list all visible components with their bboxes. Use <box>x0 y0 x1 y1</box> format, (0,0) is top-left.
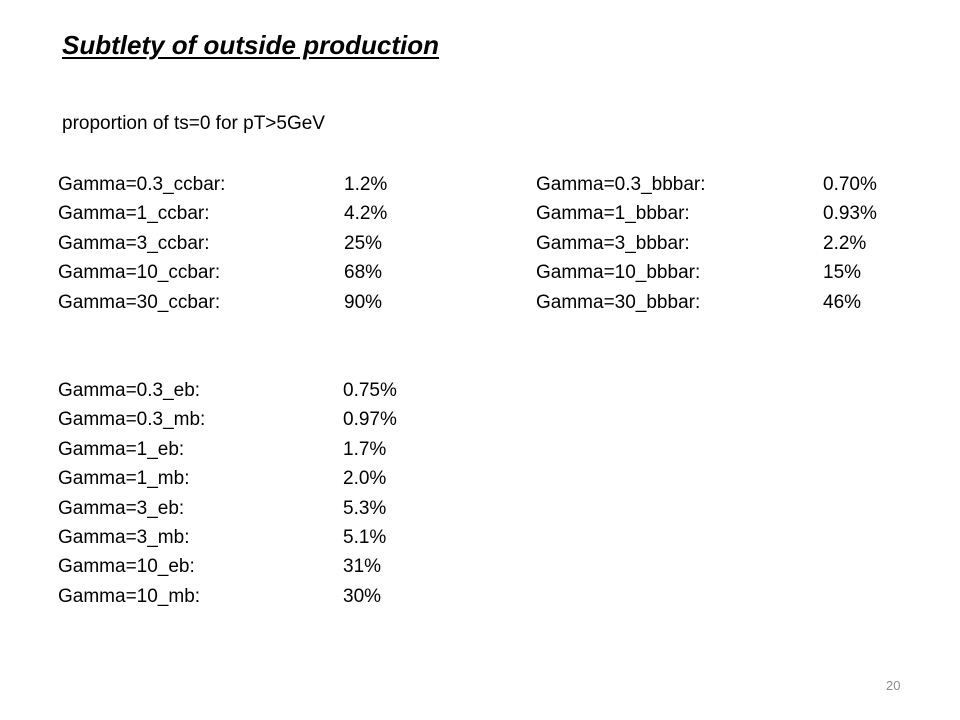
eb-mb-value: 1.7% <box>343 438 387 460</box>
ccbar-label: Gamma=1_ccbar: <box>58 203 210 225</box>
eb-mb-value: 5.1% <box>343 526 387 548</box>
eb-mb-label: Gamma=10_mb: <box>58 585 201 607</box>
bbbar-label: Gamma=0.3_bbbar: <box>536 174 706 195</box>
ccbar-label: Gamma=3_ccbar: <box>58 232 210 254</box>
eb-mb-label: Gamma=0.3_mb: <box>58 409 206 431</box>
ccbar-value: 4.2% <box>344 203 388 225</box>
page-number: 20 <box>886 678 901 693</box>
eb-mb-label: Gamma=3_eb: <box>58 497 185 519</box>
eb-mb-value: 5.3% <box>343 497 387 519</box>
bbbar-value: 46% <box>823 291 862 313</box>
eb-mb-label: Gamma=3_mb: <box>58 526 190 548</box>
ccbar-value: 1.2% <box>344 174 388 195</box>
ccbar-value: 25% <box>344 232 383 254</box>
eb-mb-label: Gamma=10_eb: <box>58 556 195 578</box>
bbbar-label: Gamma=3_bbbar: <box>536 232 690 254</box>
eb-mb-value: 0.97% <box>343 409 397 431</box>
ccbar-label: Gamma=30_ccbar: <box>58 291 221 313</box>
bbbar-value: 0.70% <box>823 174 877 195</box>
ccbar-value: 90% <box>344 291 383 313</box>
ccbar-value: 68% <box>344 262 383 284</box>
slide-subtitle: proportion of ts=0 for pT>5GeV <box>62 113 325 134</box>
ccbar-label: Gamma=0.3_ccbar: <box>58 174 226 195</box>
bbbar-value: 2.2% <box>823 232 867 254</box>
ccbar-label: Gamma=10_ccbar: <box>58 262 221 284</box>
slide-title: Subtlety of outside production <box>62 30 439 60</box>
eb-mb-value: 30% <box>343 585 382 607</box>
bbbar-label: Gamma=30_bbbar: <box>536 291 701 313</box>
bbbar-value: 0.93% <box>823 203 877 225</box>
eb-mb-label: Gamma=1_eb: <box>58 438 185 460</box>
bbbar-value: 15% <box>823 262 862 284</box>
eb-mb-label: Gamma=0.3_eb: <box>58 380 201 401</box>
eb-mb-value: 31% <box>343 556 382 578</box>
eb-mb-value: 0.75% <box>343 380 397 401</box>
eb-mb-value: 2.0% <box>343 468 387 490</box>
eb-mb-label: Gamma=1_mb: <box>58 468 190 490</box>
bbbar-label: Gamma=1_bbbar: <box>536 203 690 225</box>
bbbar-label: Gamma=10_bbbar: <box>536 262 701 284</box>
